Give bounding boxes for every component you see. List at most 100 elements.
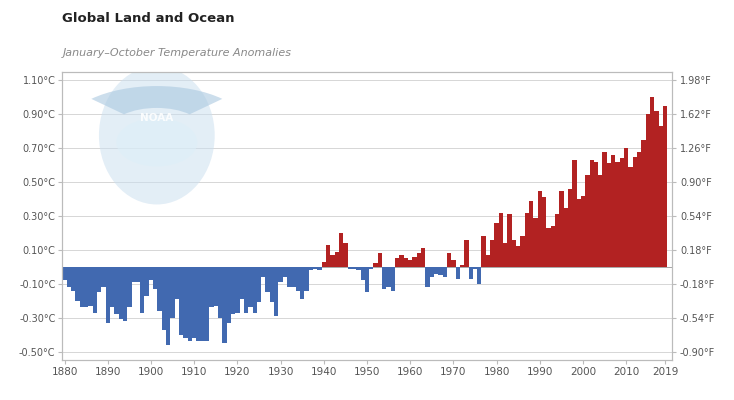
Bar — [158, 267, 161, 311]
Bar — [399, 255, 404, 267]
Bar — [248, 267, 252, 308]
Bar — [360, 267, 365, 280]
Bar — [252, 267, 257, 312]
Bar — [581, 196, 585, 267]
Bar — [546, 228, 550, 267]
Bar — [283, 267, 287, 277]
Bar — [239, 267, 244, 299]
Bar — [395, 258, 399, 267]
Bar — [261, 267, 266, 277]
Bar — [227, 267, 231, 323]
Bar — [607, 164, 611, 267]
Bar — [106, 267, 110, 323]
Bar — [270, 267, 274, 302]
Bar — [507, 214, 512, 267]
Bar — [628, 167, 633, 267]
Bar — [374, 264, 378, 267]
Bar — [317, 267, 321, 270]
Bar — [278, 267, 283, 282]
Bar — [650, 98, 654, 267]
Bar — [205, 267, 209, 341]
Bar — [369, 267, 374, 268]
Bar — [71, 267, 76, 290]
Bar — [529, 201, 534, 267]
Bar — [170, 267, 175, 318]
Bar — [538, 190, 542, 267]
Bar — [499, 213, 503, 267]
Wedge shape — [91, 86, 222, 114]
Bar — [534, 218, 538, 267]
Bar — [658, 126, 663, 267]
Bar — [594, 162, 598, 267]
Bar — [309, 267, 313, 270]
Bar — [654, 111, 658, 267]
Bar — [516, 246, 520, 267]
Bar — [356, 267, 360, 270]
Ellipse shape — [116, 118, 197, 166]
Bar — [188, 267, 192, 341]
Bar — [413, 257, 417, 267]
Bar — [62, 267, 67, 280]
Bar — [257, 267, 261, 302]
Bar — [305, 267, 309, 290]
Bar — [326, 245, 330, 267]
Bar — [477, 267, 482, 284]
Bar — [386, 267, 390, 287]
Bar — [266, 267, 270, 292]
Bar — [460, 265, 464, 267]
Bar — [235, 267, 239, 312]
Bar — [287, 267, 291, 287]
Bar — [335, 252, 339, 267]
Bar — [642, 140, 646, 267]
Bar — [88, 267, 92, 306]
Bar — [196, 267, 200, 341]
Bar — [175, 267, 179, 299]
Bar — [486, 255, 490, 267]
Bar — [344, 243, 348, 267]
Bar — [127, 267, 131, 308]
Bar — [192, 267, 196, 338]
Bar — [495, 223, 499, 267]
Bar — [296, 267, 300, 290]
Bar — [598, 175, 603, 267]
Bar — [291, 267, 296, 287]
Bar — [101, 267, 106, 287]
Bar — [145, 267, 149, 296]
Bar — [92, 267, 97, 312]
Bar — [576, 199, 581, 267]
Bar — [490, 240, 495, 267]
Bar — [119, 267, 123, 319]
Bar — [339, 233, 344, 267]
Bar — [456, 267, 460, 279]
Bar — [348, 267, 352, 268]
Bar — [559, 190, 564, 267]
Bar — [378, 253, 382, 267]
Bar — [589, 160, 594, 267]
Bar — [209, 267, 214, 308]
Bar — [218, 267, 222, 318]
Bar — [67, 267, 71, 287]
Bar — [80, 267, 84, 308]
Bar — [214, 267, 218, 306]
Bar — [646, 114, 650, 267]
Bar — [564, 208, 568, 267]
Bar — [84, 267, 88, 308]
Bar — [542, 197, 546, 267]
Bar — [525, 213, 529, 267]
Bar — [417, 253, 421, 267]
Bar — [637, 152, 642, 267]
Bar — [619, 158, 624, 267]
Bar — [166, 267, 170, 345]
Bar — [382, 267, 386, 289]
Bar — [451, 260, 456, 267]
Text: January–October Temperature Anomalies: January–October Temperature Anomalies — [62, 48, 291, 58]
Bar — [550, 226, 555, 267]
Bar — [179, 267, 184, 334]
Bar — [512, 240, 516, 267]
Bar — [611, 155, 615, 267]
Bar — [503, 243, 507, 267]
Bar — [568, 189, 573, 267]
Bar — [365, 267, 369, 292]
Bar — [421, 248, 425, 267]
Bar — [429, 267, 434, 277]
